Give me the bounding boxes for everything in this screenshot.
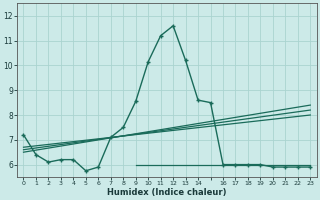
X-axis label: Humidex (Indice chaleur): Humidex (Indice chaleur) bbox=[107, 188, 227, 197]
